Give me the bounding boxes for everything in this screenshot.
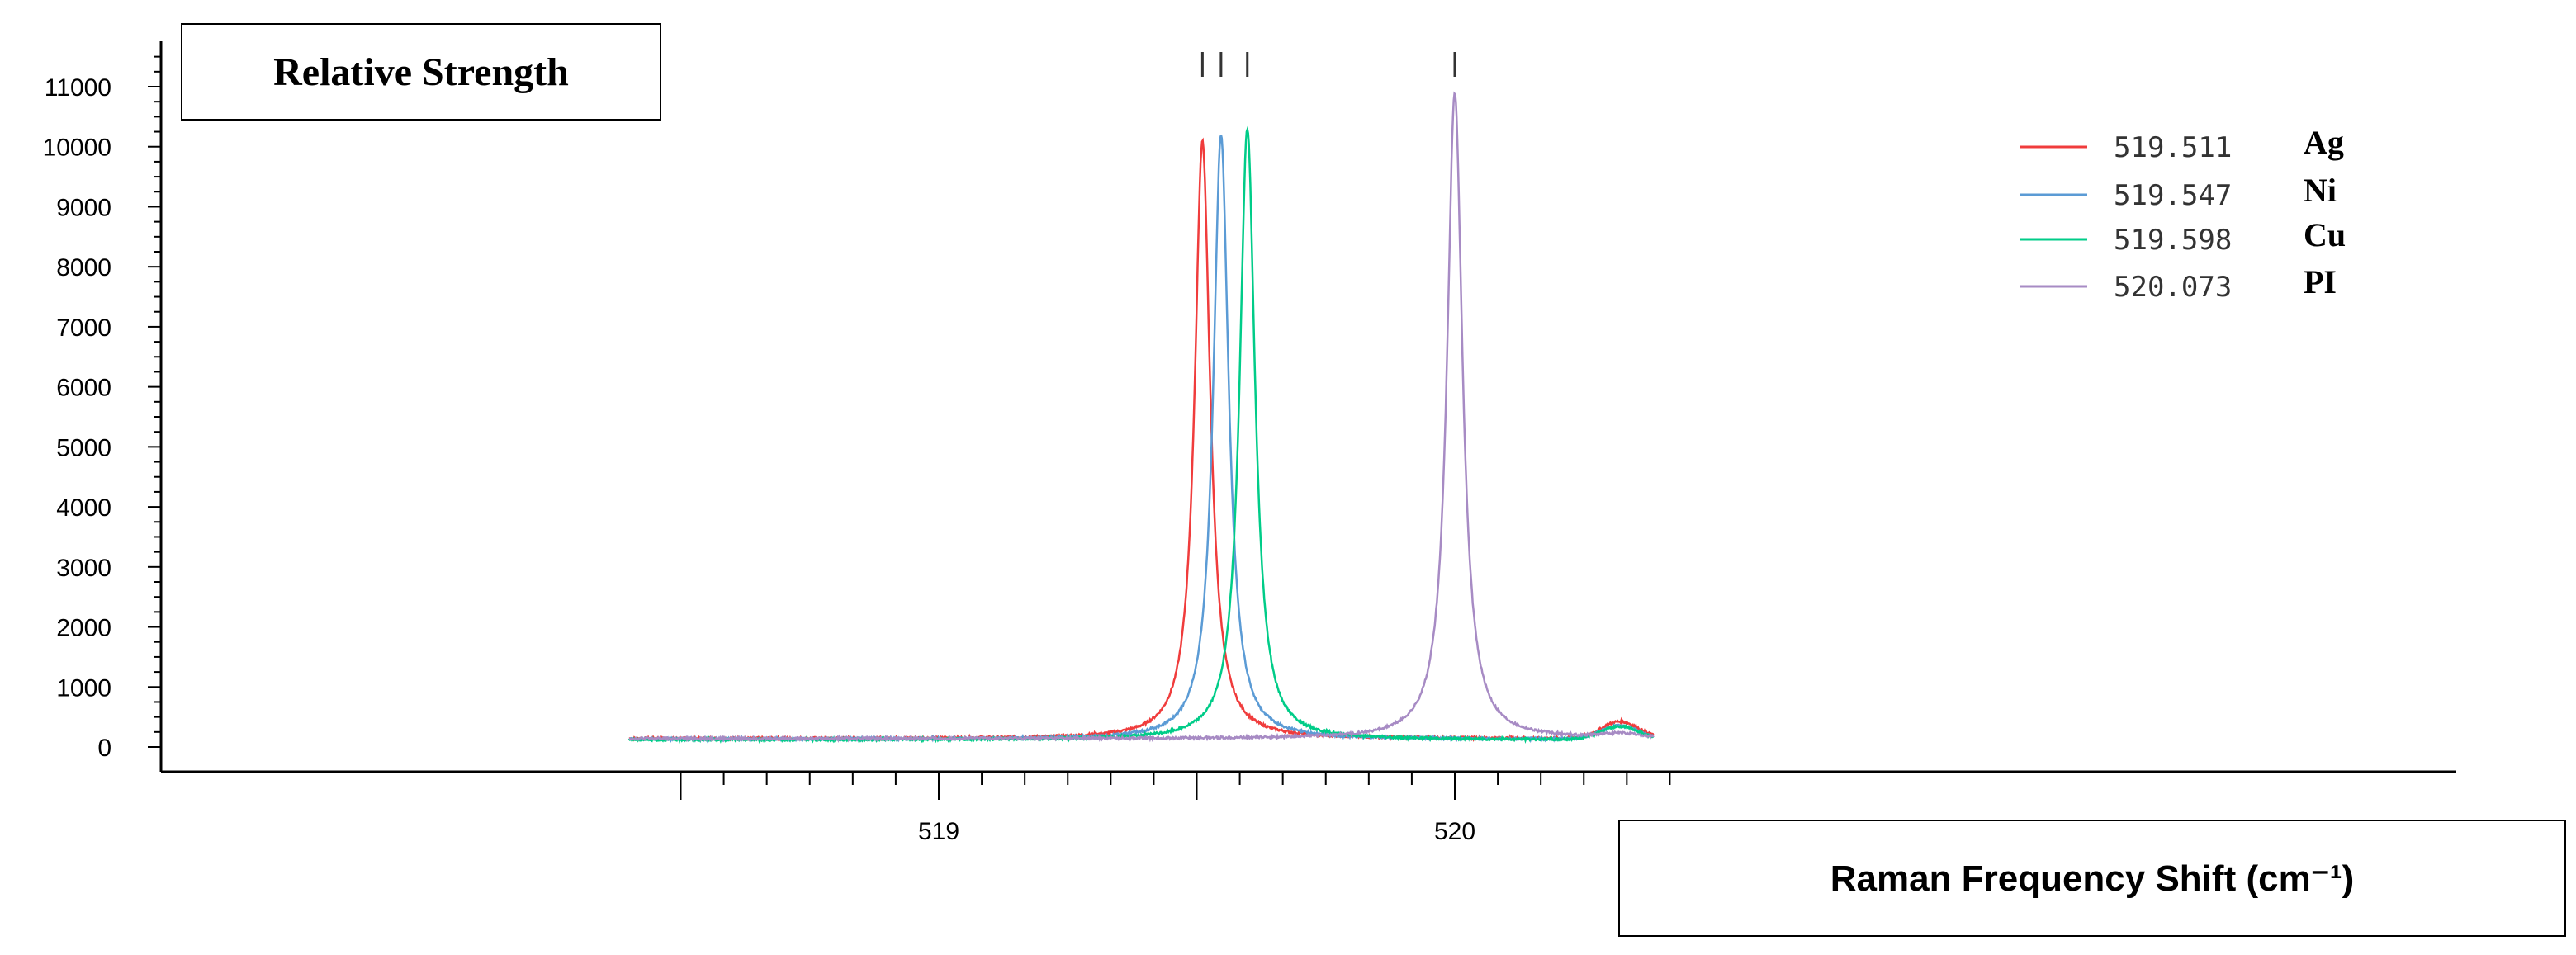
series-line-cu bbox=[627, 125, 1655, 745]
legend-element-pi: PI bbox=[2304, 263, 2337, 300]
peak-markers bbox=[1200, 52, 1456, 77]
y-tick-label: 11000 bbox=[45, 74, 111, 102]
y-tick-label: 8000 bbox=[56, 254, 111, 281]
legend-value-cu: 519.598 bbox=[2114, 224, 2232, 257]
x-tick-label: 519 bbox=[918, 818, 959, 845]
y-tick-label: 3000 bbox=[56, 555, 111, 582]
series-line-ag bbox=[628, 137, 1655, 743]
x-axis-label: Raman Frequency Shift (cm⁻¹) bbox=[1830, 858, 2355, 899]
legend-value-ni: 519.547 bbox=[2114, 179, 2232, 212]
series-line-ni bbox=[628, 135, 1654, 744]
legend-element-ni: Ni bbox=[2304, 172, 2337, 209]
chart-series bbox=[627, 91, 1655, 745]
chart-title: Relative Strength bbox=[273, 50, 569, 94]
y-tick-label: 5000 bbox=[56, 434, 111, 461]
x-axis-label-box: Raman Frequency Shift (cm⁻¹) bbox=[1618, 820, 2566, 937]
legend-element-cu: Cu bbox=[2304, 216, 2346, 253]
y-tick-label: 1000 bbox=[56, 674, 111, 702]
chart-ticks: 0 1000 2000 3000 4000 5000 6000 7000 8000 9000 100… bbox=[43, 55, 1671, 845]
legend: 519.511 Ag 519.547 Ni 519.598 Cu 520.073 PI bbox=[2020, 124, 2346, 304]
series-line-pi bbox=[628, 91, 1655, 743]
legend-element-ag: Ag bbox=[2304, 124, 2344, 161]
y-tick-label: 0 bbox=[97, 735, 111, 762]
y-tick-label: 9000 bbox=[56, 194, 111, 221]
legend-value-pi: 520.073 bbox=[2114, 271, 2232, 304]
y-tick-label: 7000 bbox=[56, 314, 111, 342]
y-tick-label: 4000 bbox=[56, 494, 111, 522]
legend-value-ag: 519.511 bbox=[2114, 131, 2232, 164]
y-tick-label: 10000 bbox=[43, 135, 111, 162]
y-tick-label: 6000 bbox=[56, 375, 111, 402]
chart-title-box: Relative Strength bbox=[181, 23, 661, 121]
y-tick-label: 2000 bbox=[56, 615, 111, 642]
x-tick-label: 520 bbox=[1434, 818, 1475, 845]
chart-axes bbox=[159, 41, 2456, 773]
